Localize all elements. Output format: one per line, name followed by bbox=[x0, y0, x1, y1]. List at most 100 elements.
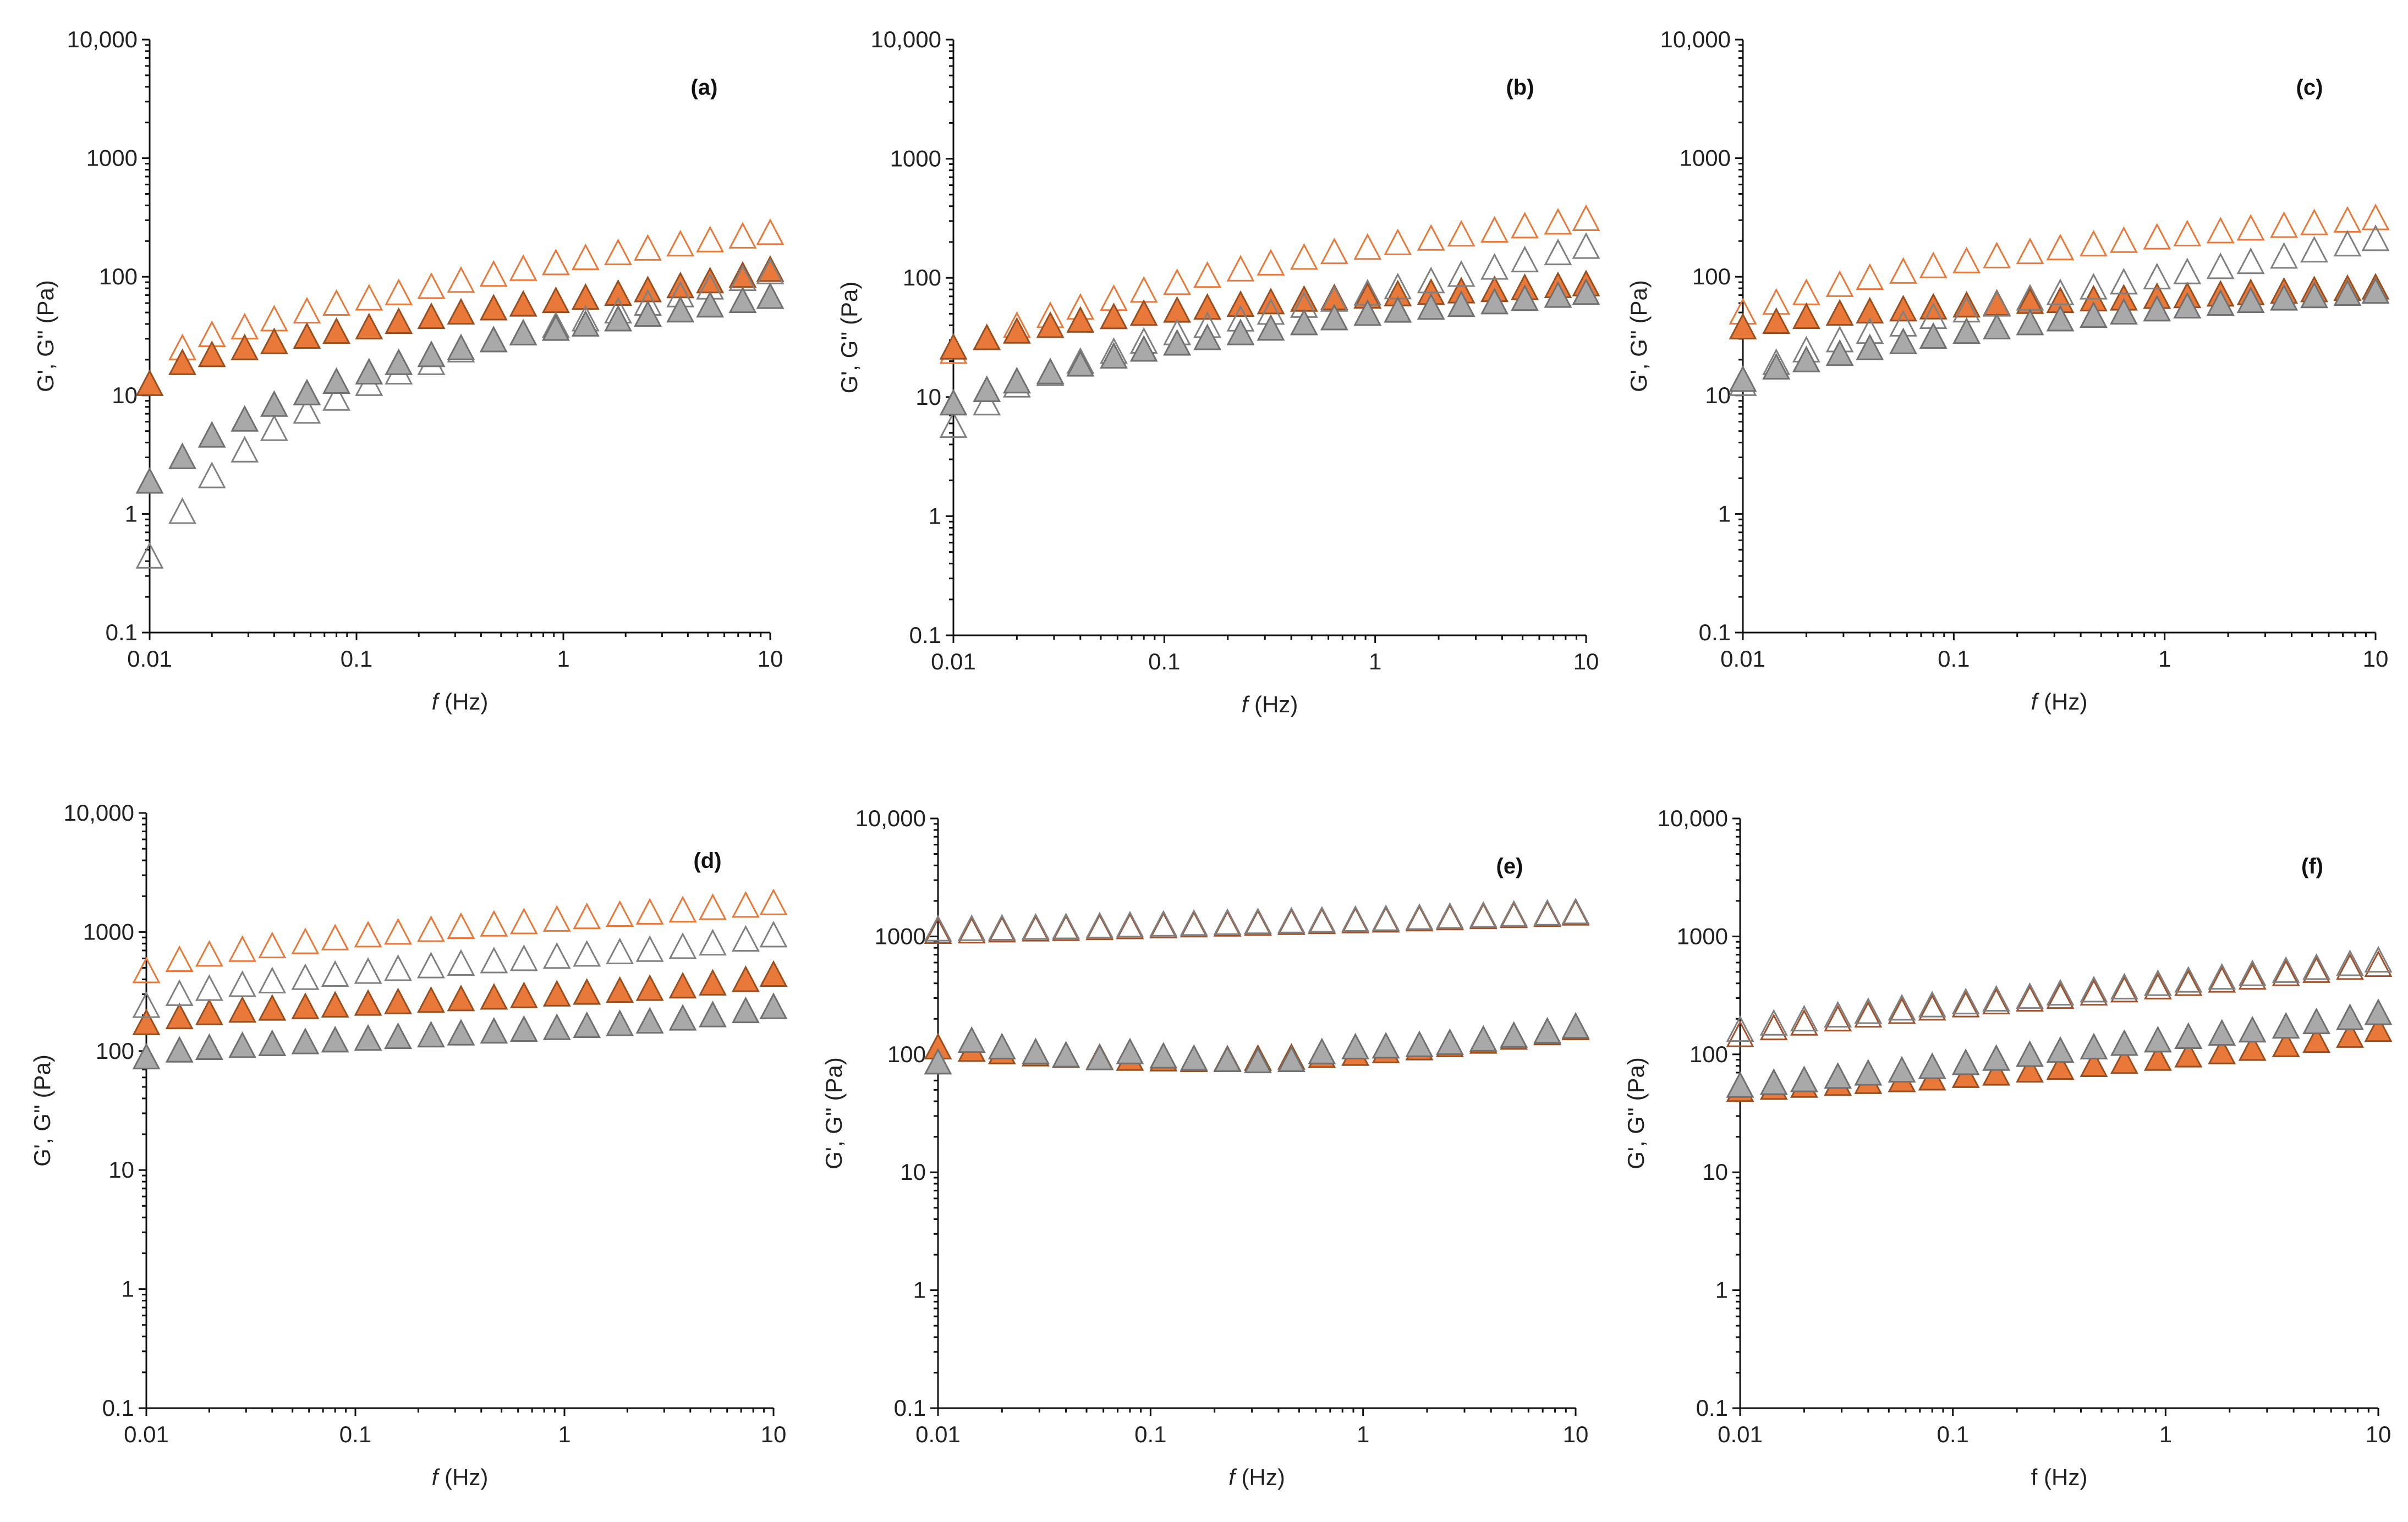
data-point bbox=[132, 1008, 161, 1035]
data-point bbox=[1129, 276, 1158, 303]
data-point bbox=[2208, 966, 2236, 993]
x-tick-label: 0.01 bbox=[127, 646, 172, 672]
data-point bbox=[1372, 904, 1400, 931]
y-tick-label: 100 bbox=[1692, 263, 1731, 289]
data-point bbox=[1163, 268, 1192, 295]
data-point bbox=[354, 957, 382, 984]
data-point bbox=[1308, 905, 1336, 933]
y-tick-label: 10,000 bbox=[1660, 26, 1731, 52]
data-point bbox=[1052, 913, 1080, 939]
data-point bbox=[1384, 228, 1412, 255]
data-point bbox=[2364, 946, 2393, 973]
data-point bbox=[731, 891, 760, 918]
data-point bbox=[1002, 366, 1031, 394]
y-axis-title: G', G'' (Pa) bbox=[1623, 1057, 1649, 1169]
data-point bbox=[2080, 975, 2108, 1003]
data-point bbox=[542, 942, 571, 969]
panel-label: (a) bbox=[691, 75, 718, 100]
data-point bbox=[2336, 953, 2365, 980]
data-point bbox=[1447, 290, 1475, 317]
data-point bbox=[2016, 982, 2044, 1009]
data-point bbox=[1341, 1032, 1370, 1060]
data-point bbox=[1341, 905, 1370, 932]
y-tick-label: 10 bbox=[1702, 1159, 1728, 1185]
x-tick-label: 0.1 bbox=[339, 1421, 371, 1447]
data-point bbox=[1163, 296, 1192, 323]
data-point bbox=[321, 991, 349, 1018]
x-tick-label: 0.01 bbox=[915, 1421, 961, 1447]
data-point bbox=[957, 1026, 986, 1053]
data-point bbox=[924, 1047, 952, 1075]
data-point bbox=[1384, 296, 1412, 323]
y-tick-label: 100 bbox=[96, 1038, 134, 1064]
x-tick-label: 10 bbox=[2363, 646, 2389, 672]
data-point bbox=[2364, 998, 2393, 1025]
x-tick-label: 0.1 bbox=[1148, 649, 1180, 674]
data-point bbox=[668, 971, 697, 999]
data-point bbox=[1572, 204, 1600, 231]
data-point bbox=[699, 1001, 727, 1028]
data-point bbox=[447, 949, 475, 976]
data-point bbox=[604, 305, 633, 332]
data-point bbox=[231, 436, 259, 463]
data-point bbox=[135, 467, 164, 494]
data-point bbox=[195, 998, 223, 1025]
data-point bbox=[1825, 270, 1854, 297]
data-point bbox=[1500, 901, 1528, 928]
data-point bbox=[1372, 905, 1400, 933]
data-point bbox=[1500, 1021, 1528, 1048]
y-tick-label: 0.1 bbox=[102, 1395, 134, 1421]
data-point bbox=[1544, 208, 1572, 235]
data-point bbox=[1533, 1017, 1562, 1044]
data-point bbox=[1854, 1001, 1883, 1028]
data-point bbox=[1226, 255, 1255, 282]
data-point bbox=[2143, 262, 2171, 290]
data-point bbox=[696, 226, 725, 252]
data-point bbox=[1257, 249, 1285, 276]
data-point bbox=[1856, 296, 1884, 324]
data-point bbox=[2333, 206, 2362, 233]
data-point bbox=[1213, 1045, 1242, 1072]
x-tick-label: 0.01 bbox=[124, 1421, 169, 1447]
data-point bbox=[228, 970, 257, 997]
data-point bbox=[2016, 237, 2044, 265]
data-point bbox=[1825, 299, 1854, 326]
x-tick-label: 0.01 bbox=[1718, 1421, 1763, 1447]
series-orange-filled bbox=[132, 960, 788, 1035]
data-point bbox=[635, 898, 664, 925]
data-point bbox=[1085, 911, 1114, 938]
data-point bbox=[260, 305, 288, 332]
data-point bbox=[322, 367, 351, 394]
data-point bbox=[1790, 1065, 1818, 1092]
data-point bbox=[1180, 910, 1208, 938]
data-point bbox=[1469, 1025, 1498, 1052]
data-point bbox=[541, 286, 570, 314]
data-point bbox=[2300, 281, 2329, 309]
data-point bbox=[447, 1019, 475, 1046]
data-point bbox=[416, 986, 445, 1013]
y-tick-label: 1 bbox=[913, 1277, 926, 1303]
y-axis-title: G', G'' (Pa) bbox=[1626, 280, 1652, 392]
data-point bbox=[447, 266, 475, 293]
series-gray-open bbox=[132, 920, 788, 1018]
data-point bbox=[756, 255, 785, 282]
panel-label: (b) bbox=[1506, 75, 1534, 100]
series-orange-filled bbox=[939, 270, 1600, 360]
y-tick-label: 100 bbox=[1690, 1041, 1728, 1067]
data-point bbox=[756, 282, 785, 309]
series-orange-open bbox=[939, 204, 1600, 364]
data-point bbox=[2302, 1026, 2331, 1053]
data-point bbox=[1290, 243, 1318, 270]
data-point bbox=[384, 954, 413, 981]
y-tick-label: 100 bbox=[99, 263, 138, 289]
data-point bbox=[571, 310, 600, 337]
data-point bbox=[2333, 229, 2362, 257]
data-point bbox=[635, 935, 664, 962]
data-point bbox=[2016, 1040, 2044, 1067]
data-point bbox=[606, 976, 634, 1003]
data-point bbox=[1193, 261, 1222, 288]
data-point bbox=[1480, 216, 1509, 243]
data-point bbox=[1762, 353, 1791, 380]
